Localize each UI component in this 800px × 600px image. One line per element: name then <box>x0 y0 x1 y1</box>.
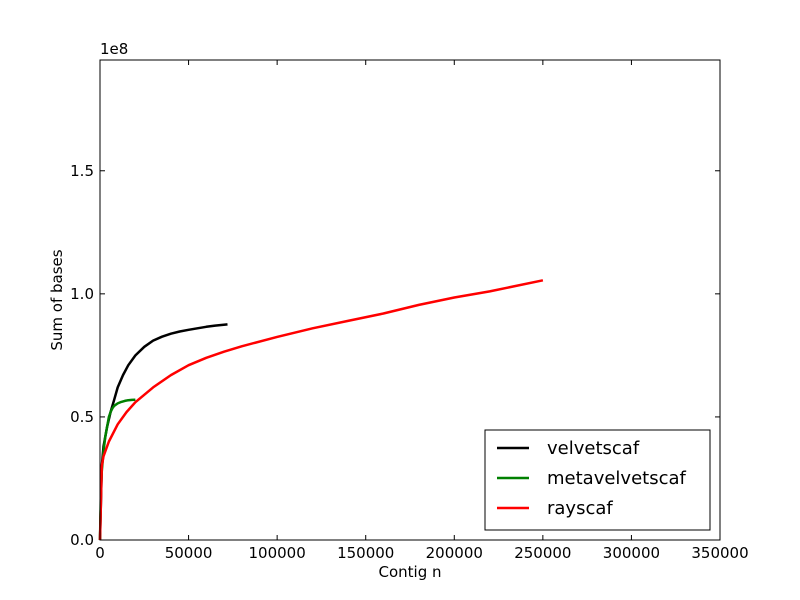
series-layer <box>98 279 544 541</box>
x-tick-label: 200000 <box>426 544 483 562</box>
y-tick-label: 0.5 <box>70 408 94 426</box>
legend: velvetscaf metavelvetscaf rayscaf <box>484 429 711 531</box>
y-offset-label: 1e8 <box>100 40 128 58</box>
y-axis-label: Sum of bases <box>48 249 66 350</box>
x-axis-ticks: 0 50000 100000 150000 200000 250000 300000 3500… <box>95 60 749 562</box>
legend-label-metavelvetscaf: metavelvetscaf <box>547 468 687 489</box>
x-tick-label: 100000 <box>249 544 306 562</box>
x-tick-label: 250000 <box>514 544 571 562</box>
series-line-rayscaf <box>98 279 544 541</box>
x-tick-label: 150000 <box>337 544 394 562</box>
plot-frame <box>99 59 721 541</box>
x-axis-label: Contig n <box>378 563 441 581</box>
y-tick-label: 1.5 <box>70 162 94 180</box>
x-tick-label: 50000 <box>165 544 213 562</box>
x-tick-label: 300000 <box>603 544 660 562</box>
y-tick-label: 1.0 <box>70 285 94 303</box>
legend-label-rayscaf: rayscaf <box>547 498 613 519</box>
y-axis-ticks: 0.0 0.5 1.0 1.5 <box>70 162 720 549</box>
legend-box <box>484 429 711 531</box>
x-tick-label: 0 <box>95 544 105 562</box>
x-tick-label: 350000 <box>691 544 748 562</box>
y-tick-label: 0.0 <box>70 531 94 549</box>
legend-label-velvetscaf: velvetscaf <box>547 438 640 459</box>
